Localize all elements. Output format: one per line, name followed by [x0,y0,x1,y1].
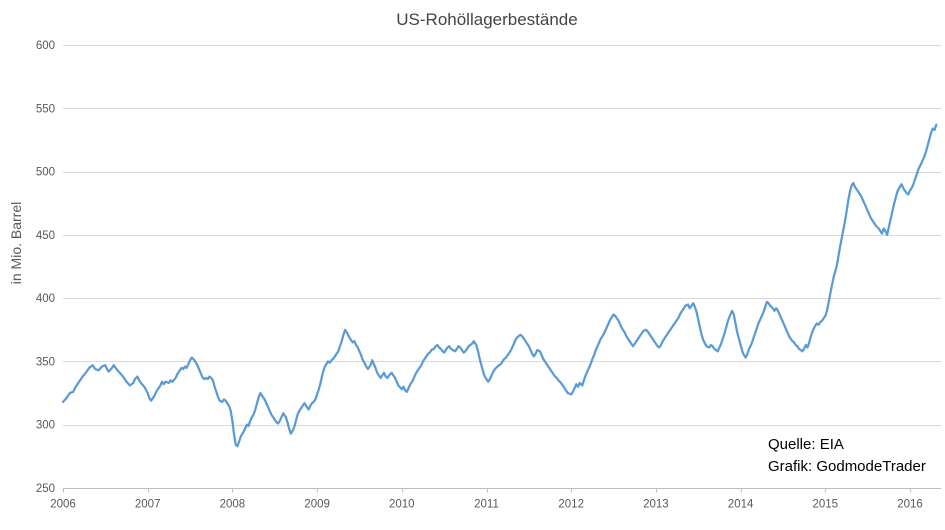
y-tick-label: 500 [36,167,55,179]
x-tick-label: 2009 [304,499,330,511]
data-series-line [61,123,938,448]
source-line: Quelle: EIA [768,436,844,453]
y-tick-label: 550 [36,103,55,115]
x-tick-label: 2016 [897,499,923,511]
source-annotation: Quelle: EIA Grafik: GodmodeTrader [768,434,926,478]
x-tick-label: 2013 [643,499,669,511]
x-tick-label: 2010 [389,499,415,511]
x-tick-label: 2014 [728,499,754,511]
y-tick-label: 300 [36,420,55,432]
credit-line: Grafik: GodmodeTrader [768,458,926,475]
chart-title: US-Rohöllagerbestände [396,10,578,29]
y-tick-label: 450 [36,230,55,242]
x-tick-label: 2007 [135,499,161,511]
y-tick-label: 400 [36,293,55,305]
x-tick-label: 2012 [558,499,584,511]
x-tick-label: 2015 [813,499,839,511]
y-tick-label: 600 [36,40,55,52]
x-tick-label: 2008 [220,499,246,511]
y-tick-label: 350 [36,356,55,368]
x-tick-label: 2006 [50,499,76,511]
x-tick-label: 2011 [474,499,499,511]
y-tick-label: 250 [36,483,55,495]
